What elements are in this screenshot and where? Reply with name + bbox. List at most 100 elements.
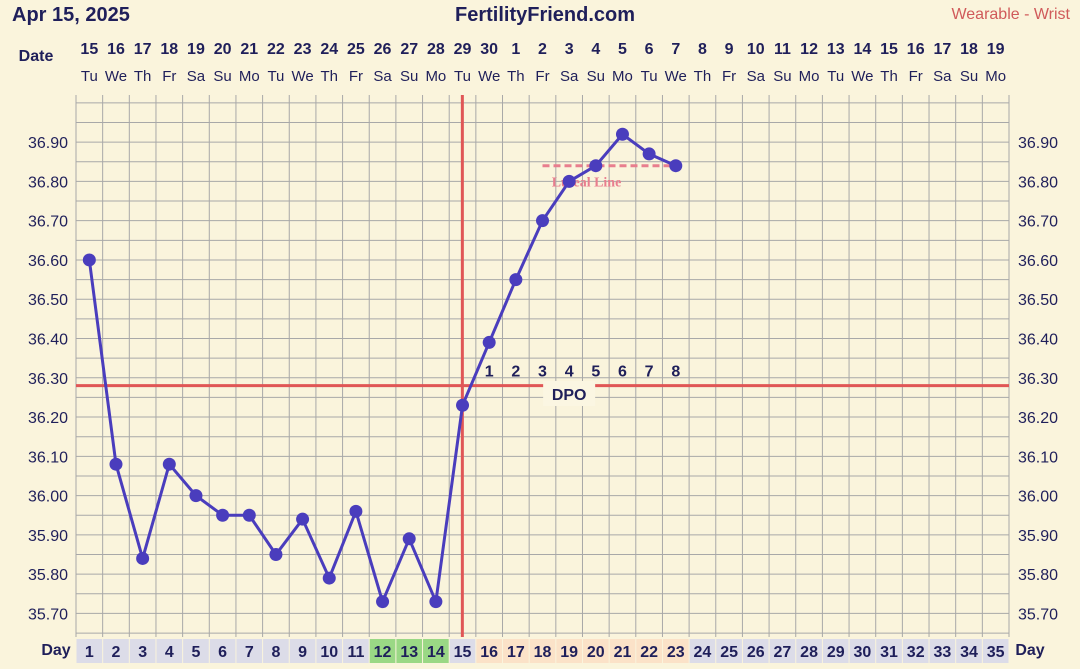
day-cell	[236, 639, 263, 663]
date-number: 20	[214, 41, 232, 58]
y-tick-label: 35.90	[28, 528, 68, 545]
date-number: 16	[907, 41, 925, 58]
day-cell	[609, 639, 636, 663]
day-cell	[369, 639, 396, 663]
temperature-point	[589, 159, 603, 173]
temperature-point	[642, 147, 656, 161]
day-number: 17	[507, 644, 525, 661]
temperature-point	[562, 174, 576, 188]
day-cell	[529, 639, 556, 663]
date-number: 4	[591, 41, 600, 58]
day-cell	[263, 639, 289, 663]
day-cell	[476, 639, 503, 663]
luteal-line-label: Luteal Line	[552, 176, 622, 191]
date-number: 9	[725, 41, 734, 58]
dpo-number: 7	[645, 364, 654, 381]
temperature-point	[429, 595, 443, 609]
dpo-number: 1	[485, 364, 494, 381]
weekday: Mo	[239, 68, 260, 85]
temperature-point	[615, 127, 629, 141]
weekday: Th	[134, 68, 152, 85]
day-cell	[929, 639, 956, 663]
day-cell	[316, 639, 343, 663]
day-number: 23	[667, 644, 685, 661]
weekday: Mo	[985, 68, 1006, 85]
y-tick-label-right: 35.80	[1018, 567, 1058, 584]
y-tick-label-right: 36.80	[1018, 174, 1058, 191]
day-cell	[689, 639, 716, 663]
dpo-number: 3	[538, 364, 547, 381]
weekday: Th	[507, 68, 525, 85]
day-cell	[636, 639, 662, 663]
day-number: 26	[747, 644, 765, 661]
day-cell	[849, 639, 876, 663]
y-axis: 36.90 36.90 36.80 36.80 36.70 36.70 36.60 36.60…	[28, 135, 1058, 623]
weekday: Mo	[612, 68, 633, 85]
weekday: Sa	[560, 68, 579, 85]
chart-grid	[75, 95, 1010, 637]
date-number: 17	[933, 41, 951, 58]
day-cell	[769, 639, 796, 663]
date-number: 16	[107, 41, 125, 58]
day-number: 35	[987, 644, 1005, 661]
day-number: 29	[827, 644, 845, 661]
day-number: 13	[400, 644, 418, 661]
y-tick-label: 35.80	[28, 567, 68, 584]
weekday: Mo	[425, 68, 446, 85]
y-tick-label: 36.20	[28, 410, 68, 427]
date-number: 13	[827, 41, 845, 58]
temperature-point	[322, 571, 336, 585]
day-number: 32	[907, 644, 925, 661]
day-cell	[183, 639, 209, 663]
temperature-series	[82, 127, 683, 609]
temperature-point	[269, 548, 283, 562]
weekday: Th	[694, 68, 712, 85]
day-cell	[76, 639, 103, 663]
weekday: We	[291, 68, 313, 85]
weekday: We	[478, 68, 500, 85]
dpo-markers: 1 2 3 4 5 6 7 8 DPO	[485, 364, 680, 406]
weekday: Mo	[799, 68, 820, 85]
day-number: 12	[374, 644, 392, 661]
weekday: Sa	[187, 68, 206, 85]
day-cell	[156, 639, 183, 663]
weekday: We	[851, 68, 873, 85]
temperature-point	[189, 489, 203, 503]
day-number: 14	[427, 644, 445, 661]
y-tick-label-right: 36.20	[1018, 410, 1058, 427]
day-number: 11	[347, 644, 364, 661]
weekday: Tu	[827, 68, 844, 85]
day-cell	[209, 639, 236, 663]
day-number: 25	[720, 644, 738, 661]
temperature-point	[136, 551, 150, 565]
date-number: 15	[80, 41, 98, 58]
date-number: 18	[960, 41, 978, 58]
day-number: 22	[640, 644, 658, 661]
date-number: 10	[747, 41, 765, 58]
weekday: We	[665, 68, 687, 85]
date-number: 28	[427, 41, 445, 58]
weekday: Su	[400, 68, 418, 85]
y-tick-label-right: 36.70	[1018, 214, 1058, 231]
day-row-label-right: Day	[1015, 642, 1044, 659]
day-cell	[742, 639, 769, 663]
y-tick-label-right: 36.00	[1018, 489, 1058, 506]
day-cell	[289, 639, 316, 663]
day-cell	[876, 639, 902, 663]
weekday: Fr	[535, 68, 549, 85]
date-number: 23	[294, 41, 312, 58]
weekday: Su	[587, 68, 605, 85]
date-number: 22	[267, 41, 285, 58]
day-number: 2	[112, 644, 121, 661]
day-number: 19	[560, 644, 578, 661]
day-number: 33	[933, 644, 951, 661]
temperature-point	[82, 253, 96, 267]
y-tick-label: 35.70	[28, 606, 68, 623]
date-number: 17	[134, 41, 152, 58]
dpo-number: 8	[671, 364, 680, 381]
day-number: 24	[694, 644, 712, 661]
date-number: 8	[698, 41, 707, 58]
date-row: 15Tu16We17Th18Fr19Sa20Su21Mo22Tu23We24Th…	[80, 41, 1006, 85]
day-cell	[396, 639, 423, 663]
device-label: Wearable - Wrist	[951, 6, 1070, 23]
